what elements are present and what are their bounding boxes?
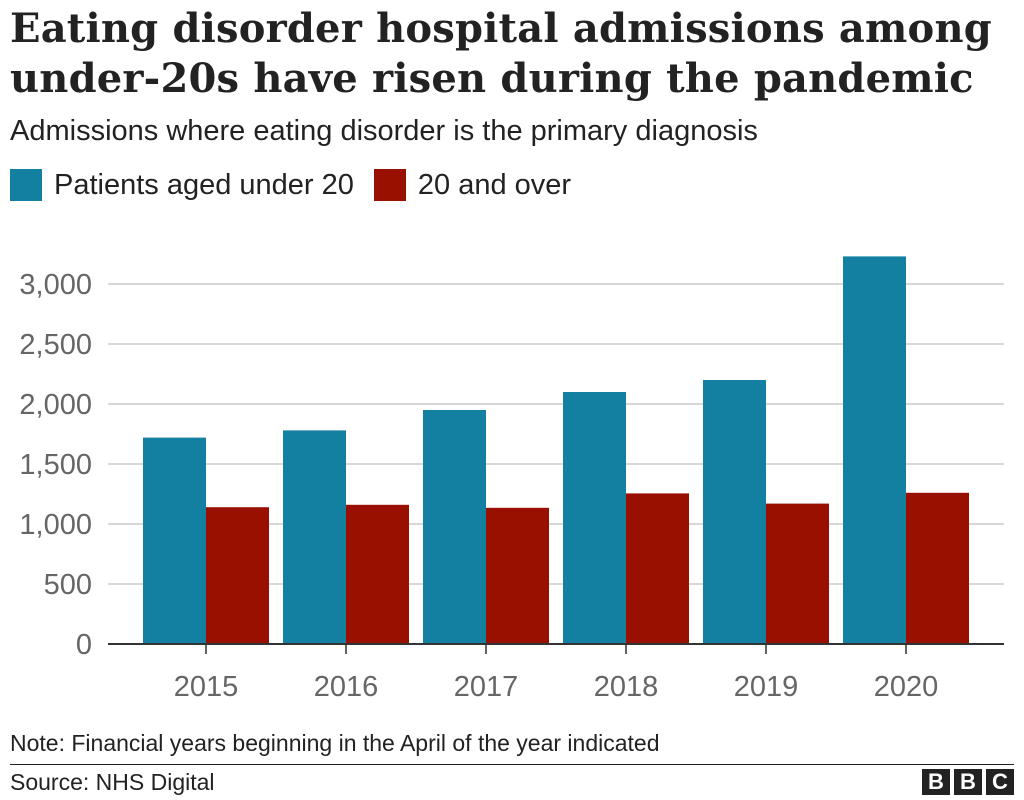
bar-20-and-over-2019 [766, 503, 829, 644]
legend-swatch-under-20 [10, 169, 42, 201]
bar-under-20-2015 [143, 437, 206, 644]
bar-under-20-2017 [423, 410, 486, 644]
y-tick-label: 0 [76, 629, 92, 661]
footer-divider [10, 764, 1014, 765]
bar-20-and-over-2020 [906, 492, 969, 644]
bbc-logo-block: B [922, 769, 950, 795]
chart-title: Eating disorder hospital admissions amon… [10, 5, 992, 102]
bar-20-and-over-2018 [626, 493, 689, 644]
bbc-logo: B B C [922, 769, 1014, 795]
y-tick-label: 2,500 [19, 329, 92, 361]
x-tick-label: 2018 [594, 671, 659, 703]
legend-label-20-and-over: 20 and over [417, 168, 572, 201]
legend-item-20-and-over: 20 and over [373, 168, 572, 202]
bbc-logo-block: B [954, 769, 982, 795]
footnote: Note: Financial years beginning in the A… [10, 730, 660, 756]
bar-under-20-2019 [703, 380, 766, 644]
x-tick-label: 2019 [734, 671, 799, 703]
y-tick-label: 3,000 [19, 269, 92, 301]
chart-subtitle: Admissions where eating disorder is the … [10, 115, 758, 147]
legend-swatch-20-and-over [373, 169, 406, 201]
chart-legend: Patients aged under 20 20 and over [10, 165, 591, 205]
x-tick-label: 2016 [314, 671, 379, 703]
x-tick-label: 2017 [454, 671, 519, 703]
bar-under-20-2016 [283, 430, 346, 644]
bar-under-20-2018 [563, 392, 626, 644]
bar-chart: 0 500 1,000 1,500 2,000 2,500 3,000 2015 2016 201… [19, 256, 1004, 703]
y-tick-label: 500 [44, 569, 92, 601]
bar-20-and-over-2016 [346, 504, 409, 644]
x-tick-label: 2015 [174, 671, 239, 703]
bar-under-20-2020 [843, 256, 906, 644]
bbc-logo-block: C [986, 769, 1014, 795]
source-credit: Source: NHS Digital [10, 769, 215, 795]
bar-20-and-over-2017 [486, 507, 549, 644]
y-tick-label: 1,000 [19, 509, 92, 541]
y-tick-label: 2,000 [19, 389, 92, 421]
x-tick-label: 2020 [874, 671, 939, 703]
bar-20-and-over-2015 [206, 507, 269, 644]
legend-label-under-20: Patients aged under 20 [54, 168, 354, 201]
legend-item-under-20: Patients aged under 20 [10, 169, 354, 202]
y-tick-label: 1,500 [19, 449, 92, 481]
